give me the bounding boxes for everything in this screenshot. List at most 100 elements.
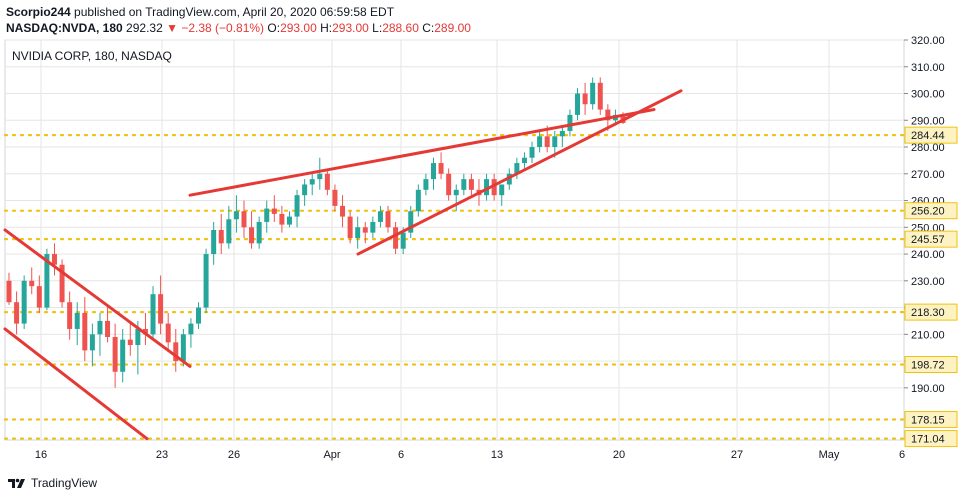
author-name[interactable]: Scorpio244 bbox=[6, 5, 71, 19]
x-tick-label: 16 bbox=[35, 449, 47, 461]
candle-body bbox=[347, 216, 353, 238]
candle-body bbox=[105, 320, 111, 337]
candle-body bbox=[423, 179, 429, 190]
candle-body bbox=[279, 213, 285, 225]
candle-body bbox=[408, 211, 414, 233]
candle-body bbox=[127, 339, 133, 346]
y-tick-label: 320.00 bbox=[911, 35, 945, 47]
candle-body bbox=[400, 232, 406, 249]
candle-body bbox=[180, 334, 186, 362]
candle-body bbox=[150, 294, 156, 335]
open-value: 293.00 bbox=[280, 21, 317, 35]
trendline-channel-lower bbox=[3, 327, 149, 441]
footer: TradingView bbox=[8, 476, 97, 490]
candle-body bbox=[559, 130, 565, 137]
candle-body bbox=[552, 136, 558, 148]
candle-body bbox=[173, 342, 179, 362]
level-label-box bbox=[904, 430, 958, 448]
candle-body bbox=[158, 294, 164, 324]
candle-body bbox=[21, 280, 27, 324]
candle-body bbox=[226, 219, 232, 244]
high-label: H: bbox=[320, 21, 333, 35]
candle-body bbox=[286, 216, 292, 225]
candle-body bbox=[317, 173, 323, 180]
y-tick-label: 240.00 bbox=[911, 249, 945, 261]
level-label: 245.57 bbox=[911, 234, 945, 246]
symbol-info: NASDAQ:NVDA, 180 292.32 ▼ −2.38 (−0.81%)… bbox=[6, 21, 471, 35]
x-tick-label: 6 bbox=[398, 449, 404, 461]
candle-body bbox=[211, 229, 217, 255]
candle-body bbox=[332, 189, 338, 206]
candle-body bbox=[514, 163, 520, 174]
candle-body bbox=[97, 320, 103, 335]
candle-body bbox=[271, 208, 277, 214]
y-tick-label: 210.00 bbox=[911, 329, 945, 341]
candle-body bbox=[256, 221, 262, 244]
y-tick-label: 230.00 bbox=[911, 276, 945, 288]
close-label: C: bbox=[422, 21, 435, 35]
candle-body bbox=[590, 82, 596, 105]
candle-body bbox=[264, 208, 270, 222]
level-label: 178.15 bbox=[911, 415, 945, 427]
candle-body bbox=[74, 312, 80, 329]
candle-body bbox=[537, 136, 543, 148]
candle-body bbox=[294, 195, 300, 217]
y-tick-label: 280.00 bbox=[911, 142, 945, 154]
candle-body bbox=[340, 205, 346, 217]
level-lines bbox=[3, 134, 906, 440]
candle-body bbox=[521, 157, 527, 164]
candle-body bbox=[529, 147, 535, 158]
price-chart[interactable]: NVIDIA CORP, 180, NASDAQ 190.00200.00210… bbox=[0, 0, 960, 470]
close-value: 289.00 bbox=[434, 21, 471, 35]
footer-brand[interactable]: TradingView bbox=[31, 476, 98, 490]
candle-body bbox=[82, 312, 88, 351]
chart-title: NVIDIA CORP, 180, NASDAQ bbox=[12, 49, 172, 63]
x-tick-label: 20 bbox=[613, 449, 625, 461]
trendline-wedge-lower bbox=[356, 89, 683, 256]
candle-body bbox=[453, 189, 459, 196]
y-tick-label: 300.00 bbox=[911, 89, 945, 101]
candle-body bbox=[302, 184, 308, 196]
candle-body bbox=[438, 163, 444, 174]
price-change: −2.38 (−0.81%) bbox=[181, 21, 265, 35]
candle-body bbox=[89, 334, 95, 351]
level-label: 198.72 bbox=[911, 359, 945, 371]
x-tick-label: 23 bbox=[156, 449, 168, 461]
candle-body bbox=[575, 93, 581, 115]
candle-body bbox=[468, 179, 474, 190]
symbol-label: NASDAQ:NVDA, 180 bbox=[6, 21, 123, 35]
candle-body bbox=[59, 264, 65, 303]
level-label: 256.20 bbox=[911, 206, 945, 218]
candle-body bbox=[499, 184, 505, 196]
candle-body bbox=[6, 280, 12, 303]
candle-body bbox=[309, 179, 315, 185]
candle-body bbox=[196, 307, 202, 324]
x-tick-label: 27 bbox=[731, 449, 743, 461]
candle-body bbox=[461, 179, 467, 190]
high-value: 293.00 bbox=[332, 21, 369, 35]
level-label-box bbox=[904, 230, 958, 248]
candle-body bbox=[120, 339, 126, 372]
candle-body bbox=[218, 229, 224, 244]
candle-body bbox=[112, 336, 118, 372]
candle-body bbox=[393, 227, 399, 249]
x-tick-label: Apr bbox=[323, 449, 340, 461]
candle-body bbox=[188, 323, 194, 335]
candle-body bbox=[370, 221, 376, 233]
candle-body bbox=[29, 280, 35, 287]
publish-info: Scorpio244 published on TradingView.com,… bbox=[6, 5, 394, 19]
level-label-box bbox=[904, 126, 958, 144]
x-tick-label: 6 bbox=[899, 449, 905, 461]
candle-body bbox=[430, 163, 436, 180]
x-tick-label: May bbox=[819, 449, 840, 461]
candle-body bbox=[415, 189, 421, 212]
candle-body bbox=[241, 211, 247, 228]
candle-body bbox=[362, 227, 368, 233]
candle-body bbox=[233, 211, 239, 220]
open-label: O: bbox=[267, 21, 281, 35]
candle-body bbox=[36, 286, 42, 308]
candle-body bbox=[165, 323, 171, 343]
candle-body bbox=[385, 211, 391, 228]
candle-body bbox=[567, 114, 573, 131]
candle-body bbox=[135, 328, 141, 346]
